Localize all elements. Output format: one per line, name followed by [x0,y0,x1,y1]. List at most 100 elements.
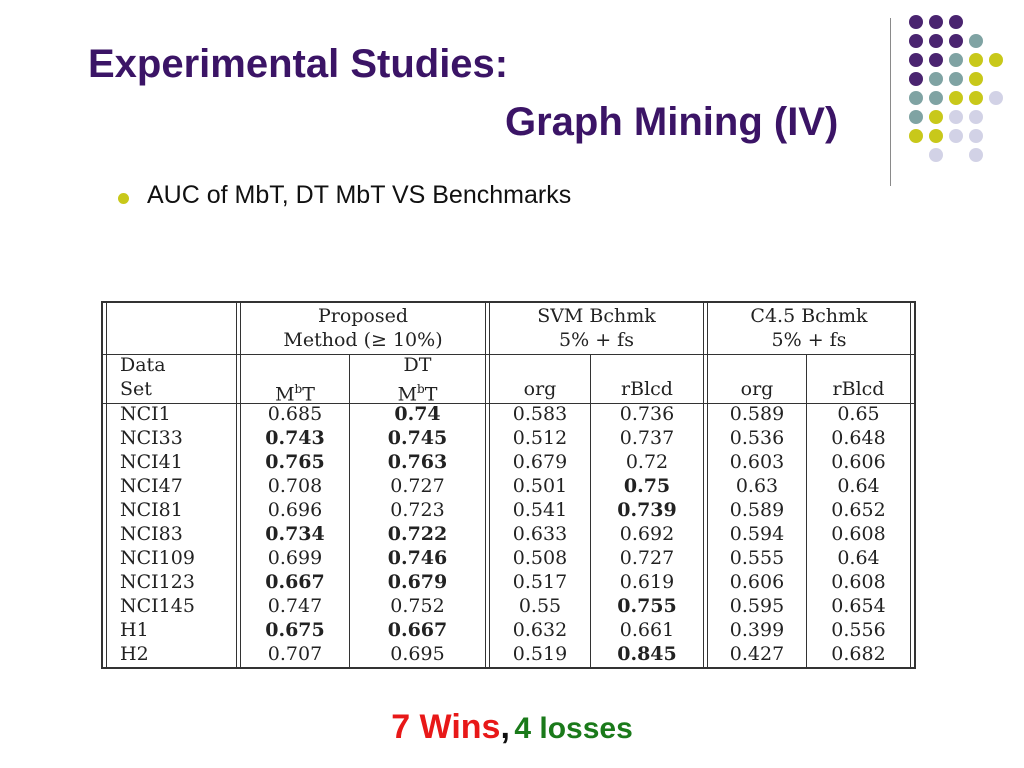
decorative-dot [969,34,983,48]
table-cell-dtmbt: 0.746 [387,547,448,569]
decorative-dot [929,53,943,67]
decorative-dot [929,91,943,105]
decorative-dot [969,148,983,162]
table-cell-c45-org: 0.63 [735,475,779,497]
header-svm-org: org [523,378,557,400]
decorative-dot [909,110,923,124]
header-c45-line1: C4.5 Bchmk [750,305,868,327]
dataset-name-cell: NCI1 [120,403,171,425]
header-c45-org: org [740,378,774,400]
table-cell-dtmbt: 0.722 [387,523,448,545]
table-vline [806,354,807,667]
table-cell-c45-org: 0.606 [729,571,785,593]
decorative-dot [949,91,963,105]
table-cell-dtmbt: 0.727 [390,475,445,497]
header-dt-mbt: MbT [350,377,485,406]
table-cell-dtmbt: 0.723 [390,499,445,521]
table-cell-dtmbt: 0.763 [387,451,448,473]
table-vline [707,303,708,667]
header-proposed-line1: Proposed [317,305,409,327]
dataset-name-cell: NCI145 [120,595,195,617]
table-cell-svm-rblcd: 0.692 [619,523,675,545]
decorative-dot [929,148,943,162]
dataset-name-cell: NCI47 [120,475,183,497]
decorative-dot [909,72,923,86]
decorative-dot [969,72,983,86]
header-svm-line1: SVM Bchmk [537,305,656,327]
table-cell-c45-rblcd: 0.606 [831,451,886,473]
table-cell-svm-org: 0.519 [512,643,568,665]
table-cell-mbt: 0.696 [267,499,323,521]
header-dt-mbt-m: M [397,383,418,406]
table-cell-svm-org: 0.517 [512,571,568,593]
decorative-dot [929,129,943,143]
dataset-name-cell: NCI81 [120,499,183,521]
slide-title-line2: Graph Mining (IV) [505,100,839,144]
header-c45-line2: 5% + fs [771,329,847,351]
summary-losses: 4 losses [514,712,633,745]
decorative-dot [929,110,943,124]
table-cell-svm-org: 0.632 [512,619,568,641]
table-cell-c45-org: 0.536 [729,427,785,449]
header-c45-rblcd: rBlcd [832,378,885,400]
header-dt-mbt-b: b [417,382,425,396]
decorative-dot [909,53,923,67]
table-vline [349,354,350,667]
table-cell-dtmbt: 0.679 [387,571,448,593]
table-cell-mbt: 0.734 [265,523,325,545]
table-cell-c45-rblcd: 0.64 [837,475,880,497]
header-set: Set [120,378,152,400]
header-svm-line2: 5% + fs [559,329,634,351]
table-cell-dtmbt: 0.745 [387,427,448,449]
table-cell-c45-org: 0.589 [729,403,785,425]
table-vline [485,303,486,667]
table-cell-c45-rblcd: 0.648 [831,427,886,449]
table-cell-dtmbt: 0.74 [394,403,441,425]
decorative-dot [969,53,983,67]
table-cell-c45-org: 0.427 [729,643,785,665]
header-dt: DT [403,354,432,376]
table-cell-svm-org: 0.508 [512,547,568,569]
table-cell-svm-rblcd: 0.75 [623,475,671,497]
table-cell-c45-org: 0.555 [729,547,785,569]
table-cell-c45-rblcd: 0.682 [831,643,886,665]
dataset-name-cell: H2 [120,643,149,665]
slide-title-line1: Experimental Studies: [88,42,509,86]
decorative-dot [969,110,983,124]
header-svm-rblcd: rBlcd [621,378,673,400]
results-table: Proposed Method (≥ 10%) SVM Bchmk 5% + f… [101,301,916,669]
table-cell-dtmbt: 0.752 [390,595,445,617]
table-vline [106,303,107,667]
table-cell-svm-org: 0.541 [512,499,568,521]
table-cell-mbt: 0.747 [267,595,323,617]
table-hline [103,403,914,404]
table-cell-svm-org: 0.583 [512,403,568,425]
table-cell-c45-rblcd: 0.64 [837,547,880,569]
decorative-dot [909,15,923,29]
table-cell-svm-rblcd: 0.755 [617,595,677,617]
dataset-name-cell: NCI33 [120,427,183,449]
decorative-dot [909,34,923,48]
decorative-dot [929,15,943,29]
table-cell-c45-org: 0.603 [729,451,785,473]
table-cell-c45-rblcd: 0.608 [831,523,886,545]
table-cell-svm-rblcd: 0.737 [619,427,675,449]
table-cell-svm-rblcd: 0.739 [617,499,677,521]
header-data: Data [120,354,166,376]
header-mbt-b: b [294,382,303,396]
table-cell-mbt: 0.765 [265,451,325,473]
table-cell-svm-org: 0.55 [518,595,562,617]
table-cell-c45-rblcd: 0.65 [837,403,880,425]
dataset-name-cell: NCI83 [120,523,183,545]
table-cell-mbt: 0.699 [267,547,323,569]
table-cell-svm-org: 0.633 [512,523,568,545]
header-proposed-line2: Method (≥ 10%) [283,329,443,351]
table-vline [590,354,591,667]
table-cell-svm-org: 0.512 [512,427,568,449]
decorative-dot [969,91,983,105]
decorative-dot [949,34,963,48]
table-cell-svm-rblcd: 0.727 [619,547,675,569]
header-mbt-m: M [275,383,295,406]
table-cell-c45-rblcd: 0.608 [831,571,886,593]
